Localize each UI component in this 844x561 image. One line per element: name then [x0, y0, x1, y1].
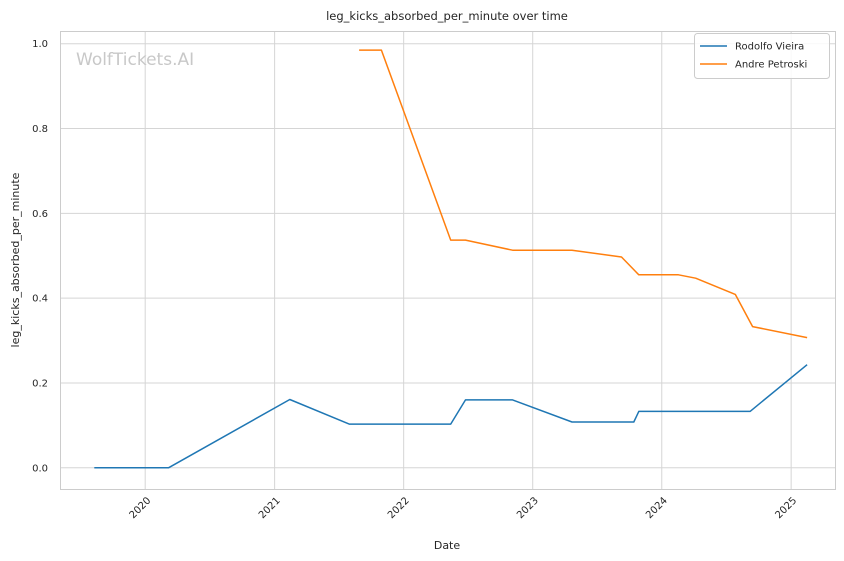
chart-title: leg_kicks_absorbed_per_minute over time — [326, 9, 568, 23]
legend-box — [694, 33, 830, 79]
x-tick-label: 2024 — [644, 495, 670, 521]
legend-label: Rodolfo Vieira — [735, 42, 804, 53]
y-tick-label: 0.6 — [32, 209, 48, 220]
x-axis-label: Date — [434, 539, 461, 552]
y-tick-label: 0.8 — [32, 124, 48, 135]
series-line-1 — [359, 49, 808, 339]
x-tick-labels: 2020 2021 2022 2023 2024 2025 — [128, 495, 800, 521]
x-tick-label: 2022 — [386, 495, 412, 521]
x-tick-label: 2020 — [128, 495, 154, 521]
series-line-0 — [94, 364, 808, 469]
y-tick-label: 0.2 — [32, 378, 48, 389]
x-tick-label: 2025 — [774, 495, 800, 521]
plot-frame — [60, 31, 836, 490]
grid — [60, 31, 835, 489]
legend-label: Andre Petroski — [735, 60, 807, 71]
x-tick-label: 2023 — [515, 495, 541, 521]
y-axis-label: leg_kicks_absorbed_per_minute — [9, 172, 22, 347]
x-tick-label: 2021 — [257, 495, 283, 521]
legend: Rodolfo Vieira Andre Petroski — [694, 33, 830, 79]
series-lines — [94, 49, 808, 469]
y-tick-label: 0.0 — [32, 463, 48, 474]
y-tick-labels: 0.0 0.2 0.4 0.6 0.8 1.0 — [32, 39, 48, 474]
y-tick-label: 0.4 — [32, 294, 48, 305]
y-tick-label: 1.0 — [32, 39, 48, 50]
watermark: WolfTickets.AI — [76, 50, 194, 70]
